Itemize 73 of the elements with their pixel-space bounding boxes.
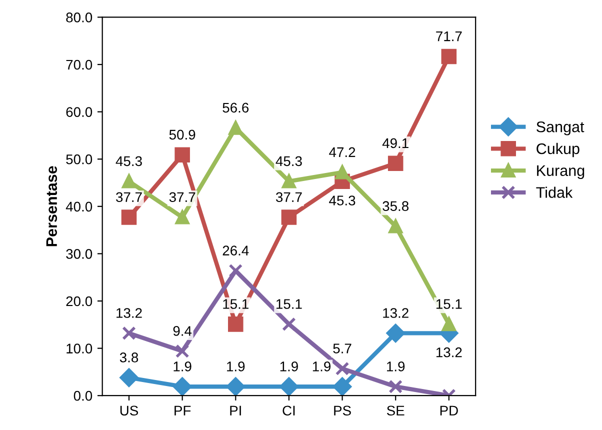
data-label: 1.9 bbox=[387, 362, 405, 372]
point bbox=[442, 317, 456, 332]
data-label: 50.9 bbox=[169, 130, 196, 140]
data-label: 37.7 bbox=[169, 192, 196, 202]
point bbox=[388, 219, 403, 234]
x-tick-label: PD bbox=[440, 406, 458, 416]
y-tick-label: 70.0 bbox=[66, 60, 92, 70]
y-tick-label: 80.0 bbox=[66, 12, 92, 22]
data-label: 56.6 bbox=[222, 102, 249, 113]
data-label: 47.2 bbox=[329, 147, 356, 157]
data-label: 13.2 bbox=[116, 308, 142, 318]
point bbox=[282, 174, 296, 188]
x-tick-label: CI bbox=[282, 406, 295, 416]
point bbox=[122, 326, 136, 340]
point bbox=[281, 210, 297, 225]
x-tick-label: PF bbox=[174, 406, 191, 416]
data-label: 13.2 bbox=[383, 308, 408, 318]
x-tick-label: PS bbox=[334, 406, 351, 416]
data-label: 5.7 bbox=[333, 344, 352, 354]
legend-label: Tidak bbox=[536, 186, 573, 198]
y-tick-label: 60.0 bbox=[66, 107, 92, 117]
data-label: 15.1 bbox=[436, 299, 462, 309]
point bbox=[386, 324, 405, 342]
point bbox=[333, 377, 352, 396]
data-label: 45.3 bbox=[329, 196, 356, 206]
data-label: 1.9 bbox=[312, 362, 331, 372]
data-label: 1.9 bbox=[280, 362, 298, 372]
point bbox=[226, 377, 245, 396]
data-label: 13.2 bbox=[436, 347, 462, 358]
data-label: 15.1 bbox=[223, 299, 248, 309]
point bbox=[173, 377, 192, 396]
legend-label: Sangat bbox=[536, 121, 584, 136]
data-label: 45.3 bbox=[116, 156, 142, 166]
data-label: 35.8 bbox=[382, 201, 409, 212]
point bbox=[228, 316, 244, 332]
point bbox=[175, 210, 190, 224]
y-tick-label: 50.0 bbox=[66, 154, 92, 164]
y-tick-label: 40.0 bbox=[66, 202, 92, 212]
y-tick-label: 20.0 bbox=[66, 296, 92, 306]
data-label: 49.1 bbox=[382, 138, 408, 148]
point bbox=[174, 147, 190, 162]
data-label: 45.3 bbox=[276, 156, 302, 166]
data-label: 9.4 bbox=[173, 326, 192, 336]
point bbox=[388, 380, 403, 394]
point bbox=[228, 264, 243, 278]
point bbox=[335, 165, 350, 180]
point bbox=[120, 368, 138, 387]
point bbox=[121, 210, 137, 225]
y-tick-label: 30.0 bbox=[66, 249, 92, 259]
x-tick-label: PI bbox=[230, 406, 241, 416]
legend-label: Kurang bbox=[537, 165, 584, 180]
data-label: 37.7 bbox=[116, 192, 142, 202]
y-tick-label: 10.0 bbox=[66, 344, 92, 354]
point bbox=[335, 362, 350, 376]
data-label: 26.4 bbox=[222, 246, 249, 256]
legend-label: Cukup bbox=[536, 142, 580, 158]
point bbox=[388, 156, 404, 171]
point bbox=[228, 120, 243, 135]
data-label: 1.9 bbox=[227, 362, 245, 372]
point bbox=[441, 48, 457, 64]
point bbox=[280, 377, 298, 396]
y-tick-label: 0.0 bbox=[74, 390, 92, 401]
data-label: 1.9 bbox=[174, 362, 192, 372]
data-label: 15.1 bbox=[276, 299, 302, 309]
x-tick-label: SE bbox=[386, 406, 404, 416]
data-label: 37.7 bbox=[276, 192, 302, 202]
point bbox=[122, 174, 136, 188]
data-label: 71.7 bbox=[436, 32, 462, 42]
point bbox=[175, 344, 190, 358]
y-axis-title: Persentase bbox=[46, 166, 58, 246]
data-label: 3.8 bbox=[120, 352, 138, 362]
x-tick-label: US bbox=[120, 406, 138, 416]
point bbox=[282, 317, 296, 332]
